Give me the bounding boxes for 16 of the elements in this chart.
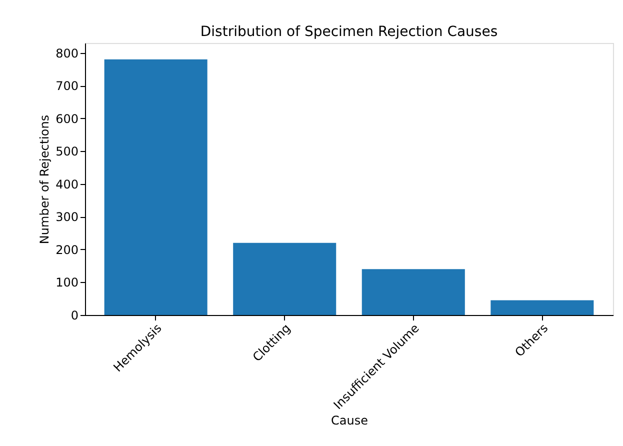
x-axis-title: Cause [331, 413, 368, 428]
y-tick-label: 400 [56, 177, 78, 192]
y-axis-title: Number of Rejections [38, 114, 52, 244]
bar [362, 269, 465, 315]
y-tick-label: 500 [56, 144, 78, 159]
bar [233, 242, 336, 315]
y-tick-label: 800 [56, 46, 78, 60]
bar [104, 59, 208, 315]
y-tick-label: 200 [56, 242, 78, 257]
y-tick-label: 100 [56, 276, 78, 290]
y-tick-label: 300 [56, 210, 78, 224]
bar [490, 300, 594, 315]
chart-title: Distribution of Specimen Rejection Causes [200, 24, 498, 40]
y-tick-label: 0 [70, 308, 78, 322]
y-tick-label: 600 [56, 112, 78, 126]
y-tick-label: 700 [56, 79, 78, 94]
